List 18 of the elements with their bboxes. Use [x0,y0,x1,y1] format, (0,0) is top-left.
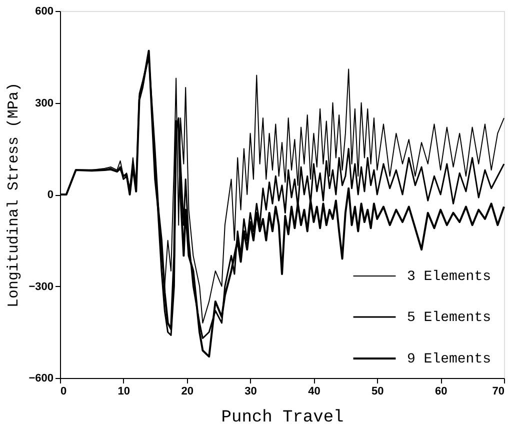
y-tick-label: −600 [28,372,54,384]
y-tick-label: −300 [28,280,54,293]
x-tick-label: 50 [372,386,384,398]
legend-label: 9 Elements [407,352,492,368]
y-tick-label: 300 [35,97,54,110]
x-tick-label: 60 [434,386,448,398]
legend-label: 3 Elements [407,269,492,285]
y-tick-label: 600 [35,6,54,18]
x-tick-label: 40 [308,386,320,398]
x-axis-title: Punch Travel [221,408,344,428]
x-tick-label: 10 [118,386,130,398]
x-tick-label: 20 [181,386,194,398]
y-axis-title: Longitudinal Stress (MPa) [6,82,23,308]
x-tick-label: 0 [60,386,67,398]
x-tick-label: 30 [244,386,257,398]
y-tick-label: 0 [47,189,54,201]
x-tick-label: 70 [492,386,504,398]
legend-label: 5 Elements [407,310,492,326]
